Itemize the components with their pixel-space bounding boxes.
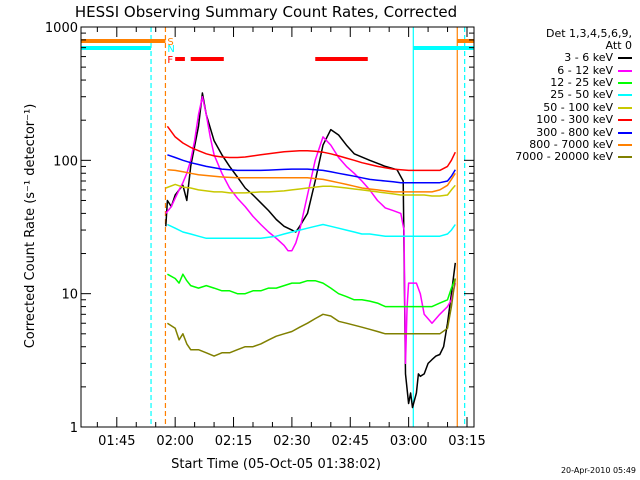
y-axis: 1 10 100 1000 [45, 21, 474, 436]
legend-entries: 3 - 6 keV 6 - 12 keV 12 - 25 keV 25 - 50 ke… [478, 52, 636, 164]
legend-label: 50 - 100 keV [543, 100, 613, 114]
legend-label: 300 - 800 keV [536, 125, 613, 139]
legend-swatch [618, 106, 632, 109]
chart-title: HESSI Observing Summary Count Rates, Cor… [75, 3, 457, 21]
series-line-4 [165, 183, 456, 197]
legend-attenuator: Att 0 [605, 39, 632, 52]
x-tick-label-2: 02:15 [215, 434, 252, 449]
legend-swatch [618, 94, 632, 97]
legend-detectors: Det 1,3,4,5,6,9, [545, 27, 632, 40]
legend-entry: 50 - 100 keV [478, 100, 636, 114]
time-markers [150, 27, 466, 427]
legend-entry: 300 - 800 keV [478, 126, 636, 138]
legend-entry: 800 - 7000 keV [478, 137, 636, 151]
y-axis-label: Corrected Count Rate (s⁻¹ detector⁻¹) [23, 104, 38, 349]
x-tick-label-3: 02:30 [273, 434, 310, 449]
series-line-2 [167, 273, 456, 308]
x-tick-label-6: 03:15 [448, 434, 485, 449]
series-line-8 [166, 278, 457, 357]
x-tick-label-1: 02:00 [156, 434, 193, 449]
y-tick-label-0: 1 [70, 421, 78, 436]
legend-swatch [618, 131, 632, 134]
legend-entry: 12 - 25 keV [478, 75, 636, 89]
series-line-5 [166, 125, 456, 172]
series-lines [165, 92, 457, 409]
legend-entry: 7000 - 20000 keV [478, 151, 636, 163]
plot-frame [80, 26, 475, 428]
legend-swatch [618, 69, 632, 72]
legend: Det 1,3,4,5,6,9, Att 0 3 - 6 keV 6 - 12 k… [478, 28, 636, 164]
legend-label: 25 - 50 keV [550, 88, 613, 102]
x-tick-label-0: 01:45 [98, 434, 135, 449]
flag-label-n: N [167, 44, 174, 55]
legend-swatch [618, 81, 632, 84]
legend-entry: 6 - 12 keV [478, 64, 636, 76]
legend-label: 12 - 25 keV [550, 75, 613, 89]
legend-entry: 25 - 50 keV [478, 89, 636, 101]
legend-entry: 100 - 300 keV [478, 114, 636, 126]
series-line-1 [165, 95, 457, 365]
legend-swatch [618, 156, 632, 159]
series-line-7 [167, 168, 456, 193]
timestamp: 20-Apr-2010 05:49 [560, 466, 636, 475]
legend-swatch [618, 143, 632, 146]
flag-bars: SNF [81, 37, 474, 66]
flag-label-f: F [167, 55, 173, 66]
legend-label: 7000 - 20000 keV [515, 150, 613, 164]
legend-swatch [618, 119, 632, 122]
legend-label: 100 - 300 keV [536, 113, 613, 127]
legend-label: 3 - 6 keV [564, 51, 613, 65]
series-line-6 [167, 154, 456, 184]
y-tick-label-1: 10 [61, 288, 78, 303]
x-tick-label-4: 02:45 [332, 434, 369, 449]
x-axis-label: Start Time (05-Oct-05 01:38:02) [171, 457, 381, 472]
series-line-3 [167, 223, 456, 240]
series-line-0 [165, 92, 457, 409]
flag-label-s: S [167, 37, 173, 48]
legend-label: 6 - 12 keV [557, 63, 613, 77]
y-tick-label-3: 1000 [45, 21, 78, 36]
legend-label: 800 - 7000 keV [529, 137, 613, 151]
y-tick-label-2: 100 [53, 154, 78, 169]
x-axis: 01:45 02:00 02:15 02:30 02:45 03:00 03:15 [96, 27, 486, 449]
x-tick-label-5: 03:00 [390, 434, 427, 449]
legend-entry: 3 - 6 keV [478, 52, 636, 64]
legend-swatch [618, 57, 632, 60]
